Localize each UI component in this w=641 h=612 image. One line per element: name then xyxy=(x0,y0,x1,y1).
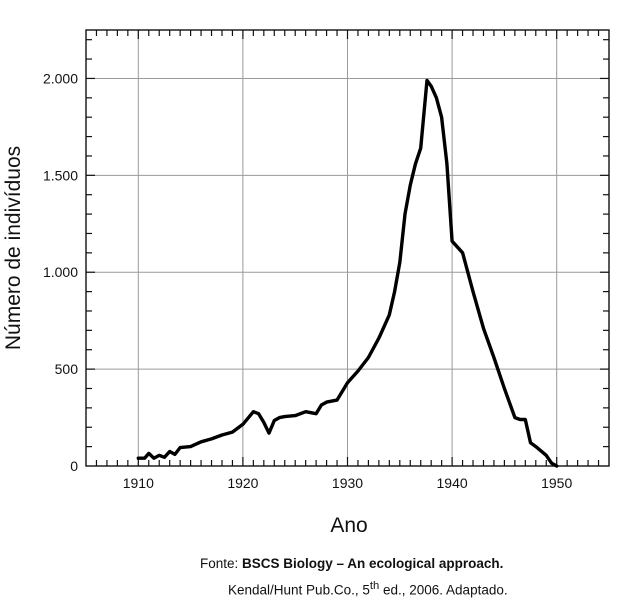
y-tick-label: 1.500 xyxy=(43,167,78,183)
axis-ticks xyxy=(86,30,609,466)
series-line xyxy=(136,78,559,468)
source-prefix: Fonte: xyxy=(200,556,243,571)
y-tick-labels: 0 500 1.000 1.500 2.000 xyxy=(43,70,78,474)
x-tick-label: 1910 xyxy=(123,475,154,491)
source-line-1: Fonte: BSCS Biology – An ecological appr… xyxy=(200,556,503,571)
x-tick-label: 1930 xyxy=(332,475,363,491)
grid xyxy=(86,30,609,466)
x-tick-label: 1940 xyxy=(437,475,468,491)
x-tick-labels: 1910 1920 1930 1940 1950 xyxy=(123,475,573,491)
x-tick-label: 1920 xyxy=(227,475,258,491)
y-tick-label: 0 xyxy=(70,458,78,474)
y-tick-label: 2.000 xyxy=(43,70,78,86)
y-tick-label: 500 xyxy=(55,361,79,377)
source-edition: ed., 2006. Adaptado. xyxy=(379,582,508,598)
source-line-2: Kendal/Hunt Pub.Co., 5th ed., 2006. Adap… xyxy=(228,580,508,598)
x-tick-label: 1950 xyxy=(541,475,572,491)
y-axis-title: Número de indivíduos xyxy=(2,146,25,350)
x-axis-title: Ano xyxy=(330,514,367,537)
y-tick-label: 1.000 xyxy=(43,264,78,280)
source-title: BSCS Biology – An ecological approach. xyxy=(242,556,504,571)
source-publisher: Kendal/Hunt Pub.Co., 5 xyxy=(228,582,370,598)
source-superscript: th xyxy=(369,580,380,592)
